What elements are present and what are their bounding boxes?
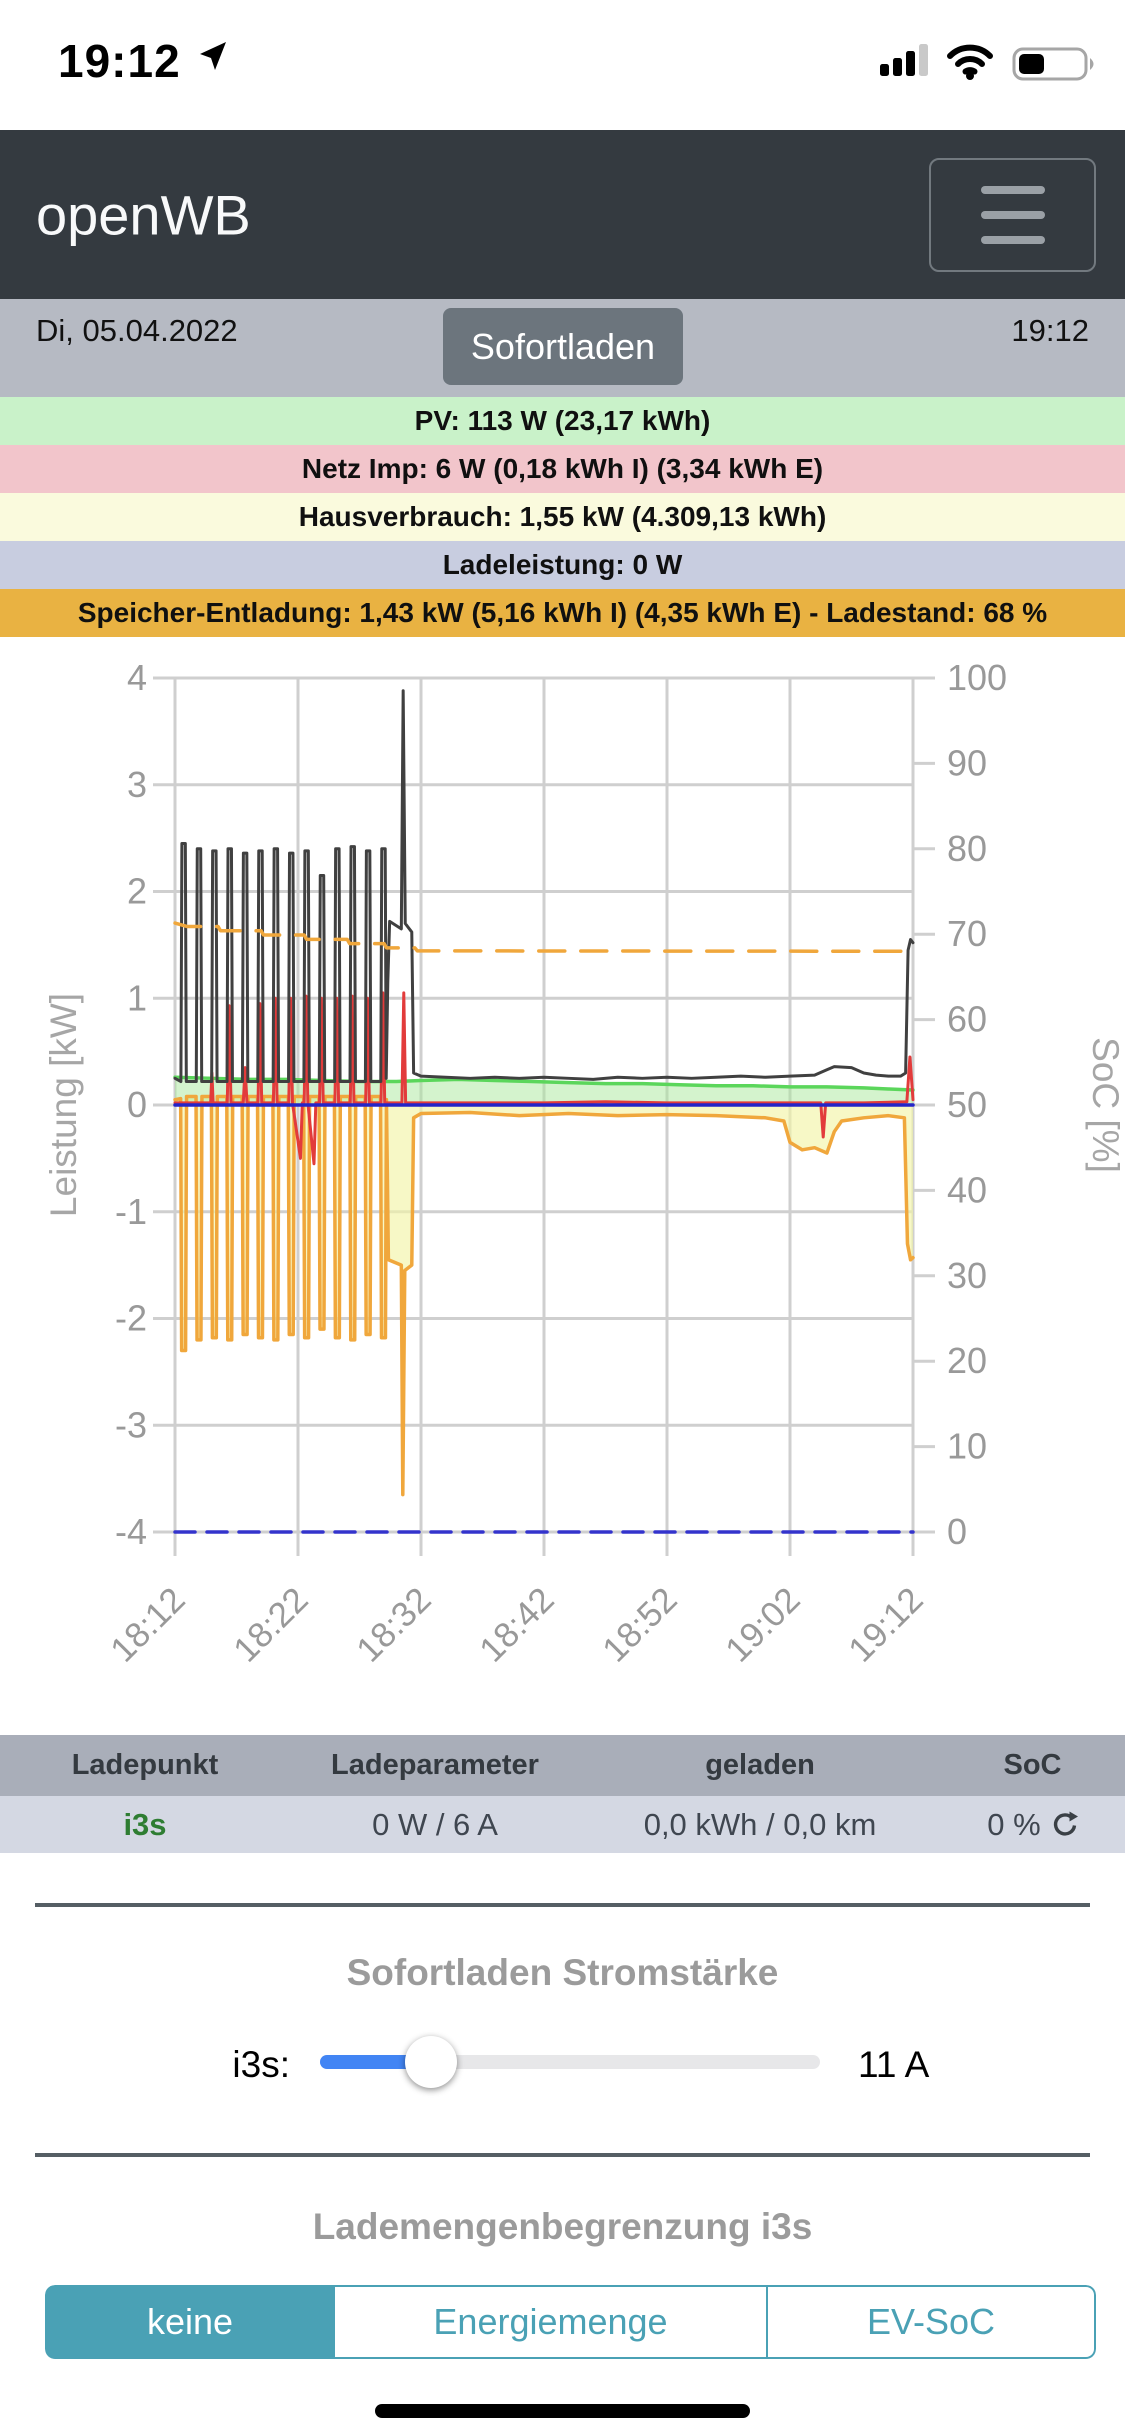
current-section-heading: Sofortladen Stromstärke — [346, 1952, 779, 1993]
table-row: i3s 0 W / 6 A 0,0 kWh / 0,0 km 0 % — [0, 1796, 1125, 1853]
ios-status-bar: 19:12 — [0, 0, 1125, 130]
y-left-tick-label: -1 — [115, 1191, 147, 1232]
y-left-tick-label: 0 — [127, 1084, 147, 1125]
slider-fill — [320, 2055, 431, 2069]
y-left-tick-label: -4 — [115, 1511, 147, 1552]
refresh-soc-icon[interactable] — [1051, 1811, 1078, 1838]
status-row-grid: Netz Imp: 6 W (0,18 kWh I) (3,34 kWh E) — [0, 445, 1125, 493]
limit-option-keine[interactable]: keine — [45, 2285, 333, 2359]
cellular-signal-icon — [880, 44, 928, 76]
app-brand: openWB — [36, 183, 251, 246]
battery-icon — [1012, 47, 1094, 81]
slider-thumb[interactable] — [405, 2036, 457, 2088]
slider-value: 11 A — [858, 2044, 930, 2085]
y-right-tick-label: 90 — [947, 742, 987, 783]
y-right-tick-label: 20 — [947, 1340, 987, 1381]
soc-cell: 0 % — [940, 1807, 1125, 1843]
y-right-axis-title: SoC [%] — [1085, 1037, 1125, 1173]
status-time: 19:12 — [58, 35, 181, 87]
y-left-tick-label: -3 — [115, 1404, 147, 1445]
charge-parameters: 0 W / 6 A — [372, 1806, 498, 1842]
status-row-house: Hausverbrauch: 1,55 kW (4.309,13 kWh) — [0, 493, 1125, 541]
series-line-speicher — [173, 1094, 915, 1497]
y-left-tick-label: 1 — [127, 977, 147, 1018]
menu-icon — [980, 186, 1045, 194]
y-right-tick-label: 40 — [947, 1169, 987, 1210]
status-row-chargepower: Ladeleistung: 0 W — [0, 541, 1125, 589]
y-right-tick-label: 0 — [947, 1511, 967, 1552]
power-soc-chart: -4 -3 -2 -1 0 1 2 3 4 0 10 20 30 40 50 60 70 80 90 100 18:12… — [0, 640, 1125, 1670]
y-left-tick-label: 2 — [127, 871, 147, 912]
y-right-tick-label: 80 — [947, 828, 987, 869]
status-row-battery: Speicher-Entladung: 1,43 kW (5,16 kWh I)… — [0, 589, 1125, 637]
location-arrow-icon — [200, 42, 226, 70]
table-header-row: Ladepunkt Ladeparameter geladen SoC — [0, 1735, 1125, 1796]
wifi-icon — [947, 44, 993, 80]
date-bar: Di, 05.04.2022 Sofortladen 19:12 — [0, 299, 1125, 397]
x-tick-label: 18:32 — [349, 1580, 439, 1670]
y-right-tick-label: 70 — [947, 913, 987, 954]
y-left-tick-label: -2 — [115, 1298, 147, 1339]
x-tick-label: 18:22 — [226, 1580, 316, 1670]
slider-track[interactable] — [320, 2055, 820, 2069]
current-slider-row: i3s: 11 A — [0, 2030, 1125, 2094]
x-tick-label: 18:52 — [595, 1580, 685, 1670]
series-line-speicher-soc — [173, 921, 915, 954]
date-label: Di, 05.04.2022 — [36, 313, 238, 348]
soc-value: 0 % — [987, 1806, 1041, 1842]
x-tick-label: 18:12 — [103, 1580, 193, 1670]
chart-canvas: -4-3-2-101234010203040506070809010018:12… — [43, 657, 1125, 1670]
col-header-geladen: geladen — [705, 1749, 815, 1781]
y-right-tick-label: 10 — [947, 1426, 987, 1467]
x-tick-label: 19:12 — [841, 1580, 931, 1670]
x-tick-label: 18:42 — [472, 1580, 562, 1670]
y-left-axis-title: Leistung [kW] — [43, 993, 84, 1217]
y-right-tick-label: 30 — [947, 1255, 987, 1296]
navbar: openWB — [0, 130, 1125, 299]
x-tick-label: 19:02 — [718, 1580, 808, 1670]
charge-mode-button[interactable]: Sofortladen — [443, 308, 683, 385]
series-line-netz-import — [173, 991, 915, 1166]
divider-top — [35, 1903, 1090, 1907]
slider-vehicle-label: i3s: — [232, 2044, 290, 2085]
col-header-ladepunkt: Ladepunkt — [71, 1749, 219, 1781]
col-header-ladeparameter: Ladeparameter — [331, 1749, 539, 1781]
menu-button[interactable] — [929, 158, 1096, 272]
col-header-soc: SoC — [1003, 1749, 1062, 1781]
y-right-tick-label: 50 — [947, 1084, 987, 1125]
current-slider[interactable] — [320, 2030, 820, 2094]
limit-option-energiemenge[interactable]: Energiemenge — [333, 2285, 768, 2359]
charged-amount: 0,0 kWh / 0,0 km — [643, 1806, 877, 1842]
y-left-tick-label: 3 — [127, 764, 147, 805]
y-right-tick-label: 100 — [947, 657, 1007, 698]
chargepoint-table: Ladepunkt Ladeparameter geladen SoC i3s … — [0, 1735, 1125, 1853]
y-left-tick-label: 4 — [127, 657, 147, 698]
series-line-hausverbrauch — [173, 689, 915, 1084]
status-row-pv: PV: 113 W (23,17 kWh) — [0, 397, 1125, 445]
chargepoint-name: i3s — [123, 1806, 167, 1842]
y-right-tick-label: 60 — [947, 999, 987, 1040]
limit-button-group: keine Energiemenge EV-SoC — [45, 2285, 1096, 2359]
home-indicator[interactable] — [375, 2404, 750, 2418]
limit-option-ev-soc[interactable]: EV-SoC — [768, 2285, 1096, 2359]
limit-section-heading: Lademengenbegrenzung i3s — [312, 2206, 813, 2247]
divider-bottom — [35, 2153, 1090, 2157]
time-label: 19:12 — [1011, 313, 1089, 348]
